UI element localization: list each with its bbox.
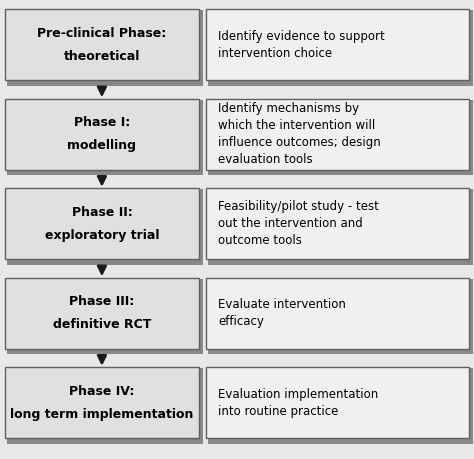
Bar xyxy=(210,10,473,83)
Bar xyxy=(208,259,473,265)
Bar xyxy=(9,368,203,441)
Text: modelling: modelling xyxy=(67,139,137,152)
Bar xyxy=(206,9,469,80)
Bar xyxy=(210,368,473,441)
Bar xyxy=(5,188,199,259)
Bar xyxy=(210,189,473,262)
Bar xyxy=(9,100,203,173)
Bar xyxy=(210,100,473,173)
Text: Phase I:: Phase I: xyxy=(74,116,130,129)
Text: Evaluation implementation
into routine practice: Evaluation implementation into routine p… xyxy=(218,388,378,418)
Bar xyxy=(208,349,473,354)
Bar xyxy=(208,170,473,175)
Text: Phase II:: Phase II: xyxy=(72,206,132,219)
Bar xyxy=(9,10,203,83)
Bar xyxy=(5,99,199,170)
Text: definitive RCT: definitive RCT xyxy=(53,318,151,331)
Bar xyxy=(9,279,203,352)
Text: theoretical: theoretical xyxy=(64,50,140,63)
Bar xyxy=(206,99,469,170)
Bar xyxy=(5,367,199,438)
Bar xyxy=(206,367,469,438)
Bar xyxy=(7,170,203,175)
Bar xyxy=(5,278,199,349)
Bar xyxy=(7,438,203,444)
Text: Pre-clinical Phase:: Pre-clinical Phase: xyxy=(37,27,166,40)
Bar xyxy=(7,259,203,265)
Text: Feasibility/pilot study - test
out the intervention and
outcome tools: Feasibility/pilot study - test out the i… xyxy=(218,200,379,247)
Bar xyxy=(9,189,203,262)
Bar xyxy=(208,80,473,86)
Text: Phase III:: Phase III: xyxy=(69,295,135,308)
Bar xyxy=(206,278,469,349)
Text: Identify evidence to support
intervention choice: Identify evidence to support interventio… xyxy=(218,30,385,60)
Text: exploratory trial: exploratory trial xyxy=(45,229,159,242)
Text: long term implementation: long term implementation xyxy=(10,408,193,421)
Text: Phase IV:: Phase IV: xyxy=(69,385,135,398)
Bar xyxy=(210,279,473,352)
Text: Identify mechanisms by
which the intervention will
influence outcomes; design
ev: Identify mechanisms by which the interve… xyxy=(218,102,381,166)
Bar xyxy=(7,349,203,354)
Bar xyxy=(7,80,203,86)
Bar xyxy=(208,438,473,444)
Text: Evaluate intervention
efficacy: Evaluate intervention efficacy xyxy=(218,298,346,328)
Bar xyxy=(206,188,469,259)
Bar xyxy=(5,9,199,80)
